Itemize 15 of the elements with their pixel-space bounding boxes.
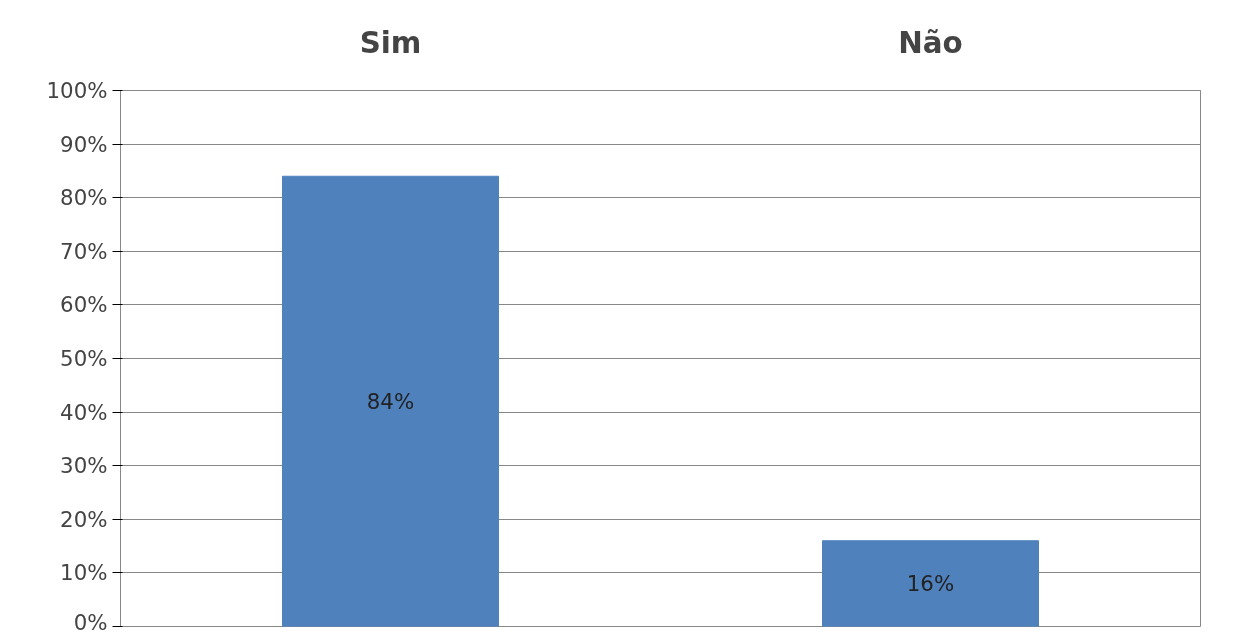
y-tick-label: 40% — [60, 399, 108, 425]
y-tick-label: 70% — [60, 238, 108, 264]
data-label: 16% — [906, 571, 955, 597]
y-tick-label: 90% — [60, 131, 108, 157]
y-tick-label: 80% — [60, 185, 108, 211]
data-label: 84% — [366, 388, 415, 414]
y-tick-label: 0% — [73, 609, 108, 635]
x-tick-label: Não — [898, 25, 963, 60]
y-tick-label: 100% — [46, 78, 108, 103]
y-tick-label: 60% — [60, 292, 108, 318]
y-tick-label: 50% — [60, 346, 108, 371]
y-tick-label: 30% — [60, 453, 108, 479]
y-tick-label: 20% — [60, 506, 108, 532]
x-tick-label: Sim — [359, 25, 422, 60]
y-tick-label: 10% — [60, 560, 108, 586]
